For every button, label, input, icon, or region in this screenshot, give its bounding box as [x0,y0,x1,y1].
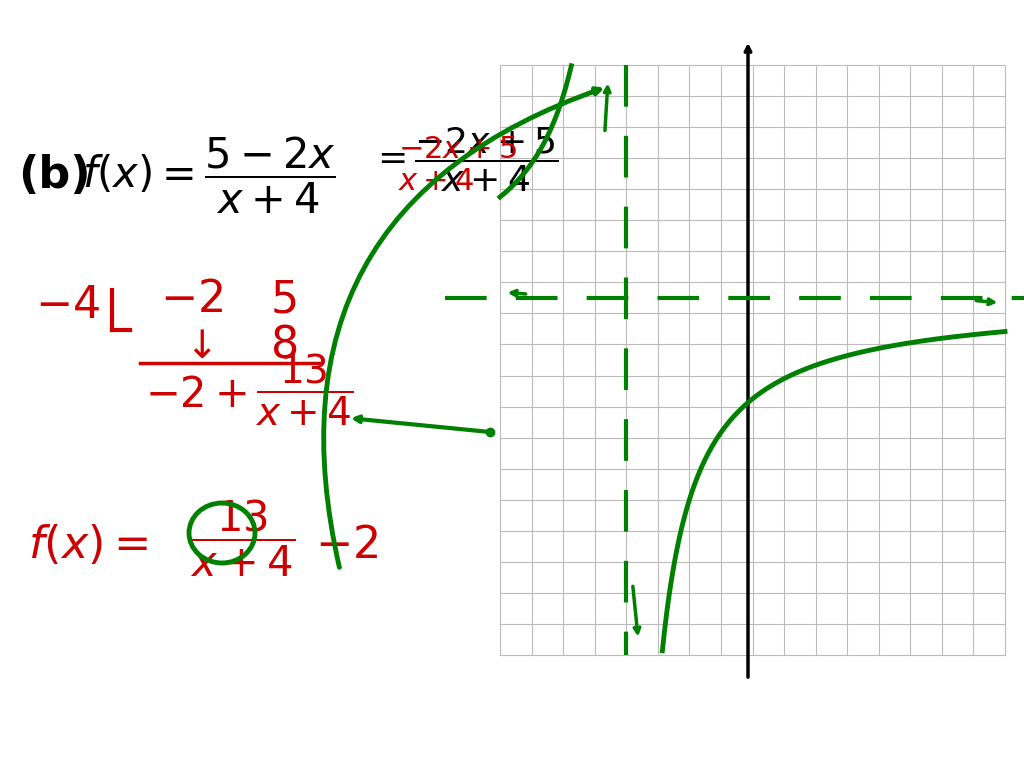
Text: $-2+$: $-2+$ [145,374,247,416]
Text: $-2$: $-2$ [315,524,378,567]
Text: $-2$: $-2$ [160,279,223,322]
Text: $f(x)=$: $f(x)=$ [28,523,148,567]
Text: $8$: $8$ [270,323,297,366]
Text: $5$: $5$ [270,279,296,322]
Text: (b): (b) [18,154,91,197]
Text: $=\dfrac{-2x+5}{x+4}$: $=\dfrac{-2x+5}{x+4}$ [370,126,558,194]
Text: $x+4$: $x+4$ [398,167,474,197]
Text: $-4$: $-4$ [35,283,100,326]
Text: $f(x)=\dfrac{5-2x}{x+4}$: $f(x)=\dfrac{5-2x}{x+4}$ [82,134,336,216]
Text: $-2x+5$: $-2x+5$ [398,135,517,164]
Text: $\downarrow$: $\downarrow$ [178,328,212,366]
Text: $\dfrac{13}{x+4}$: $\dfrac{13}{x+4}$ [255,352,353,428]
Text: $\dfrac{13}{x+4}$: $\dfrac{13}{x+4}$ [190,498,295,578]
